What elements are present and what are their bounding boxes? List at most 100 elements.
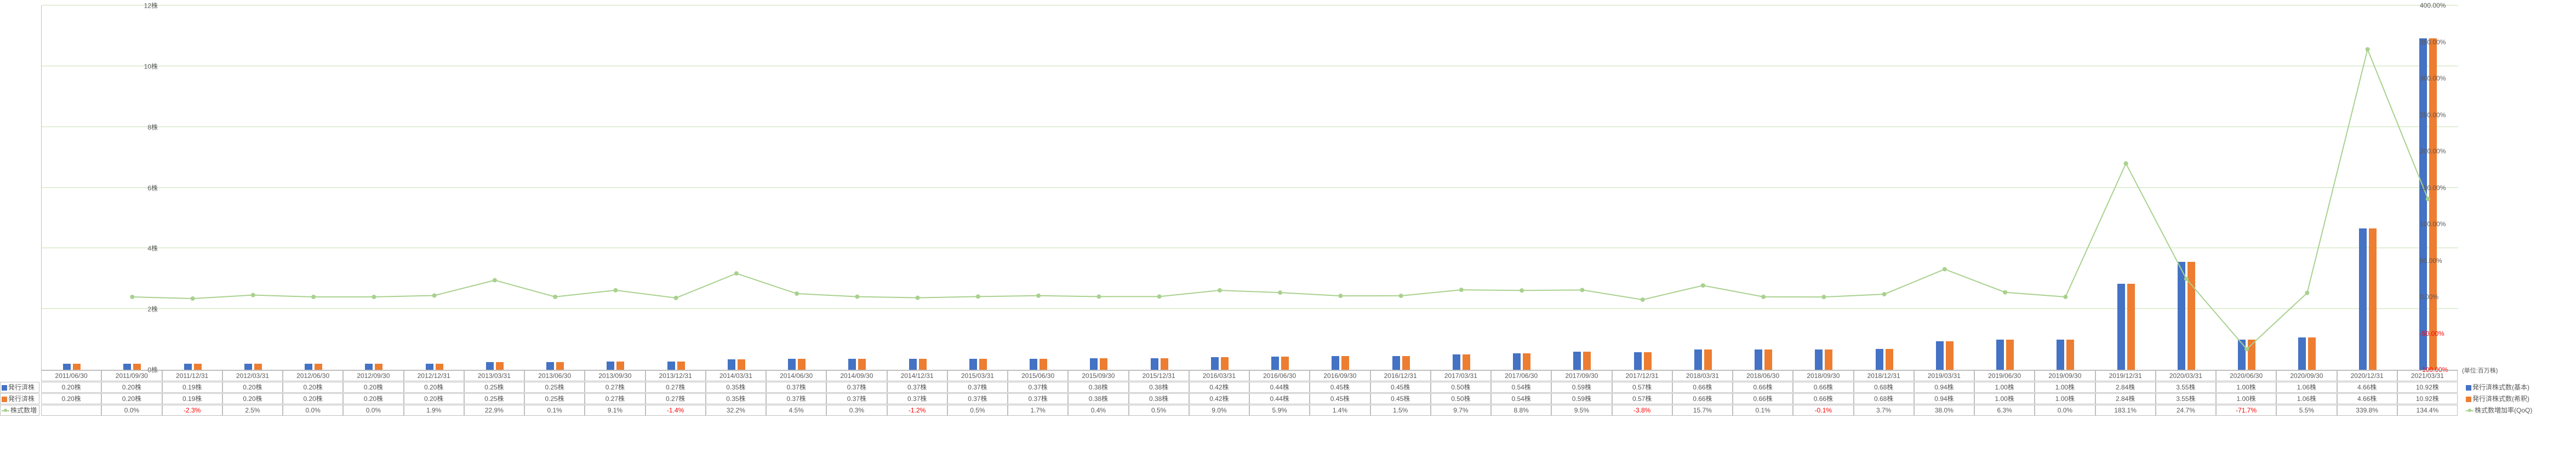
- bar-basic: [1815, 349, 1823, 370]
- data-cell: 9.1%: [585, 405, 645, 416]
- bar-basic: [2298, 337, 2306, 370]
- legend-item-basic: 発行済株式数(基本): [2466, 382, 2529, 392]
- category-label: 2012/09/30: [343, 370, 403, 381]
- data-cell: -3.8%: [1612, 405, 1672, 416]
- data-cell: 0.19株: [162, 393, 222, 404]
- category-label: 2016/03/31: [1189, 370, 1249, 381]
- qoq-marker: [674, 296, 678, 300]
- bar-basic: [244, 364, 252, 370]
- qoq-marker: [311, 295, 316, 299]
- data-cell: 5.5%: [2276, 405, 2337, 416]
- qoq-marker: [1641, 297, 1645, 302]
- bar-basic: [1694, 349, 1702, 370]
- qoq-marker: [795, 291, 799, 296]
- category-label: 2015/12/31: [1129, 370, 1189, 381]
- category-label: 2018/03/31: [1672, 370, 1733, 381]
- y1-tick: 10株: [130, 61, 158, 71]
- data-cell: 0.54株: [1491, 382, 1551, 393]
- data-cell: 0.59株: [1551, 393, 1612, 404]
- data-cell: 0.50株: [1431, 393, 1491, 404]
- y1-tick: 12株: [130, 1, 158, 10]
- data-cell: 1.00株: [2035, 382, 2095, 393]
- data-cell: 2.84株: [2095, 382, 2156, 393]
- data-cell: 0.20株: [222, 382, 283, 393]
- data-cell: [41, 405, 101, 416]
- bar-basic: [1151, 358, 1158, 370]
- data-cell: 0.50株: [1431, 382, 1491, 393]
- data-cell: 0.94株: [1914, 393, 1974, 404]
- bar-basic: [486, 362, 494, 370]
- bar-basic: [1030, 359, 1037, 370]
- qoq-marker: [191, 296, 195, 301]
- data-cell: 0.68株: [1854, 382, 1914, 393]
- data-cell: 0.25株: [524, 393, 585, 404]
- qoq-marker: [1459, 288, 1464, 292]
- data-row-qoq: 0.0%-2.3%2.5%0.0%0.0%1.9%22.9%0.1%9.1%-1…: [41, 405, 2458, 416]
- bar-diluted: [2006, 340, 2014, 370]
- qoq-marker: [553, 295, 557, 299]
- data-cell: 22.9%: [464, 405, 524, 416]
- data-cell: 1.7%: [1008, 405, 1068, 416]
- data-cell: 0.20株: [283, 382, 343, 393]
- data-cell: 0.59株: [1551, 382, 1612, 393]
- bar-diluted: [1583, 352, 1591, 370]
- bar-basic: [2178, 262, 2185, 370]
- data-cell: 183.1%: [2095, 405, 2156, 416]
- bar-basic: [184, 364, 192, 370]
- data-cell: 6.3%: [1974, 405, 2035, 416]
- y1-unit-label: (単位:百万株): [2462, 366, 2498, 375]
- category-label: 2019/06/30: [1974, 370, 2035, 381]
- bar-basic: [2419, 38, 2427, 370]
- category-label: 2020/12/31: [2337, 370, 2397, 381]
- data-cell: 9.0%: [1189, 405, 1249, 416]
- category-label: 2014/06/30: [766, 370, 826, 381]
- bar-diluted: [2308, 337, 2316, 370]
- data-cell: 2.84株: [2095, 393, 2156, 404]
- bar-diluted: [858, 359, 866, 370]
- qoq-marker: [1278, 290, 1282, 295]
- y2-tick: 350.00%: [2418, 38, 2453, 46]
- data-cell: 339.8%: [2337, 405, 2397, 416]
- data-cell: 1.00株: [1974, 393, 2035, 404]
- qoq-marker: [1218, 288, 1222, 293]
- qoq-marker: [1157, 294, 1162, 299]
- y1-tick: 2株: [130, 305, 158, 314]
- qoq-marker: [372, 295, 376, 299]
- bar-diluted: [2369, 228, 2377, 370]
- data-cell: -2.3%: [162, 405, 222, 416]
- data-cell: 0.20株: [101, 382, 162, 393]
- data-cell: 0.66株: [1733, 382, 1793, 393]
- data-cell: 0.66株: [1672, 393, 1733, 404]
- data-cell: 1.00株: [1974, 382, 2035, 393]
- data-cell: 1.06株: [2276, 393, 2337, 404]
- data-cell: 1.00株: [2216, 393, 2276, 404]
- data-cell: 0.20株: [283, 393, 343, 404]
- qoq-marker: [2003, 290, 2007, 295]
- data-cell: 24.7%: [2156, 405, 2216, 416]
- category-label: 2015/09/30: [1068, 370, 1128, 381]
- data-cell: 0.38株: [1129, 382, 1189, 393]
- data-cell: 134.4%: [2397, 405, 2458, 416]
- bar-diluted: [1886, 349, 1893, 370]
- data-cell: 0.37株: [887, 393, 947, 404]
- bar-basic: [2057, 340, 2064, 370]
- data-row-label-qoq: 株式数増加率(QoQ): [0, 405, 39, 416]
- y2-tick: 100.00%: [2418, 220, 2453, 228]
- y2-tick: 250.00%: [2418, 111, 2453, 119]
- data-cell: 0.20株: [404, 393, 464, 404]
- bar-basic: [2359, 228, 2367, 370]
- category-label: 2011/06/30: [41, 370, 101, 381]
- bar-basic: [1634, 352, 1642, 370]
- data-row-diluted: 0.20株0.20株0.19株0.20株0.20株0.20株0.20株0.25株…: [41, 393, 2458, 404]
- data-cell: 0.57株: [1612, 393, 1672, 404]
- data-cell: 0.25株: [524, 382, 585, 393]
- data-cell: 0.68株: [1854, 393, 1914, 404]
- data-cell: 0.54株: [1491, 393, 1551, 404]
- data-cell: 2.5%: [222, 405, 283, 416]
- qoq-marker: [1580, 288, 1584, 292]
- bar-basic: [788, 359, 796, 370]
- bar-diluted: [315, 364, 322, 370]
- data-cell: -71.7%: [2216, 405, 2276, 416]
- data-cell: 0.0%: [101, 405, 162, 416]
- category-label: 2020/03/31: [2156, 370, 2216, 381]
